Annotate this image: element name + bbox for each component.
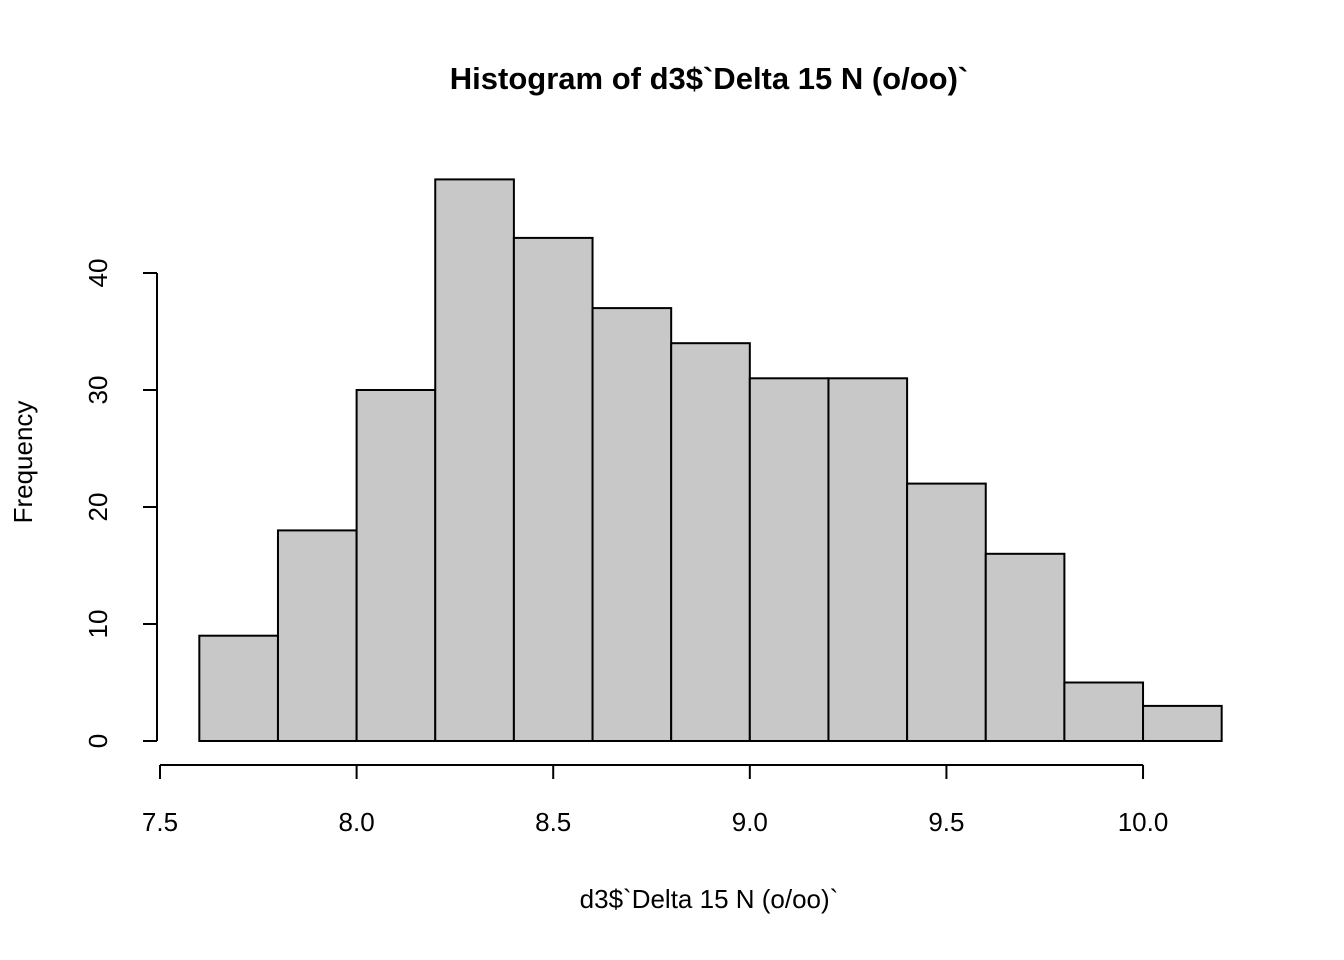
chart-title: Histogram of d3$`Delta 15 N (o/oo)` <box>450 61 968 96</box>
bar <box>670 342 751 742</box>
y-tick-label: 0 <box>83 734 113 748</box>
y-tick-label: 10 <box>83 610 113 639</box>
x-axis-title: d3$`Delta 15 N (o/oo)` <box>580 884 839 914</box>
bar <box>906 482 987 742</box>
y-tick-label: 20 <box>83 493 113 522</box>
bar <box>355 389 437 742</box>
bar <box>276 529 358 743</box>
x-tick-label: 10.0 <box>1118 807 1169 837</box>
x-tick-label: 7.5 <box>142 807 178 837</box>
bar <box>748 377 830 742</box>
bar <box>984 552 1066 742</box>
y-tick-label: 30 <box>83 376 113 405</box>
x-tick-label: 8.0 <box>339 807 375 837</box>
bar <box>591 307 673 742</box>
x-tick-label: 8.5 <box>535 807 571 837</box>
y-axis-title: Frequency <box>8 401 38 524</box>
bar <box>1063 681 1145 742</box>
y-tick-label: 40 <box>83 259 113 288</box>
bar <box>198 634 279 743</box>
bar <box>827 377 909 742</box>
bar <box>1142 704 1223 743</box>
bar <box>512 236 594 742</box>
x-tick-label: 9.5 <box>928 807 964 837</box>
x-tick-label: 9.0 <box>732 807 768 837</box>
bar <box>434 178 515 742</box>
